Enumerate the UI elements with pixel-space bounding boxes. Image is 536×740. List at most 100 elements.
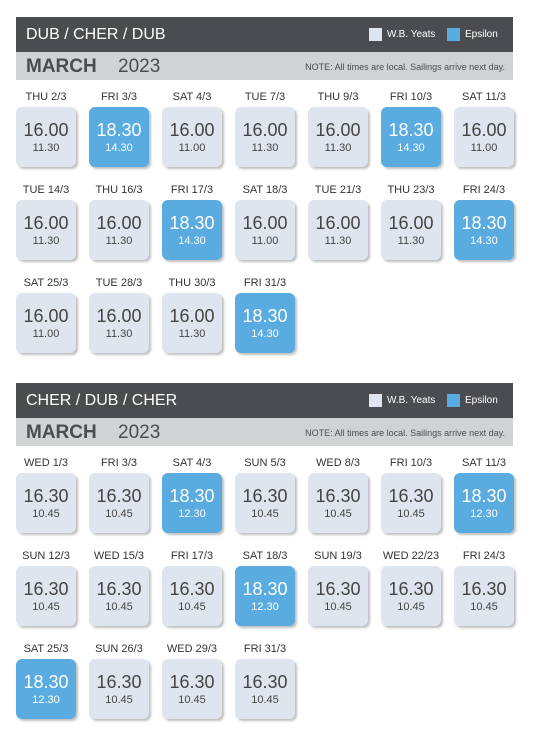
departure-time: 18.30 <box>23 672 69 692</box>
departure-time: 16.30 <box>96 672 142 692</box>
arrival-time: 12.30 <box>32 694 60 706</box>
departure-time: 18.30 <box>388 120 434 140</box>
day-label: THU 9/3 <box>317 91 359 103</box>
arrival-time: 10.45 <box>178 601 206 613</box>
sailing-card: 16.00 11.30 <box>381 200 441 260</box>
sailing-card: 16.30 10.45 <box>89 659 149 719</box>
sailing-card: 18.30 12.30 <box>16 659 76 719</box>
sailing-card: 18.30 12.30 <box>454 473 514 533</box>
arrival-time: 11.30 <box>324 235 352 247</box>
arrival-time: 10.45 <box>32 508 60 520</box>
sailing-card: 16.30 10.45 <box>162 566 222 626</box>
arrival-time: 11.30 <box>105 235 133 247</box>
sailing-card: 18.30 14.30 <box>235 293 295 353</box>
day-label: SAT 4/3 <box>172 457 212 469</box>
sailing-card: 16.00 11.30 <box>308 107 368 167</box>
arrival-time: 14.30 <box>178 235 206 247</box>
sailing-card: 16.30 10.45 <box>16 566 76 626</box>
day-label: SAT 11/3 <box>461 457 507 469</box>
arrival-time: 10.45 <box>32 601 60 613</box>
day-label: TUE 28/3 <box>95 277 143 289</box>
sailing-card: 16.00 11.30 <box>89 200 149 260</box>
arrival-time: 11.00 <box>178 142 206 154</box>
arrival-time: 11.00 <box>470 142 498 154</box>
day-label: SAT 4/3 <box>172 91 212 103</box>
departure-time: 18.30 <box>242 306 288 326</box>
departure-time: 16.30 <box>242 486 288 506</box>
sailing-card: 18.30 14.30 <box>381 107 441 167</box>
departure-time: 16.00 <box>23 306 69 326</box>
legend-swatch <box>447 28 460 41</box>
section-header: DUB / CHER / DUB W.B. Yeats Epsilon <box>16 17 513 52</box>
day-label: FRI 17/3 <box>170 550 214 562</box>
route-title: CHER / DUB / CHER <box>26 392 178 409</box>
legend-swatch <box>369 394 382 407</box>
day-label: FRI 10/3 <box>389 457 433 469</box>
departure-time: 16.00 <box>242 213 288 233</box>
departure-time: 16.00 <box>23 213 69 233</box>
arrival-time: 14.30 <box>105 142 133 154</box>
legend-label: Epsilon <box>465 29 498 40</box>
arrival-time: 10.45 <box>470 601 498 613</box>
departure-time: 16.00 <box>315 120 361 140</box>
arrival-time: 14.30 <box>470 235 498 247</box>
arrival-time: 14.30 <box>251 328 279 340</box>
day-label: THU 23/3 <box>387 184 435 196</box>
arrival-time: 11.30 <box>105 328 133 340</box>
day-label: SAT 18/3 <box>242 184 288 196</box>
sailing-card: 16.30 10.45 <box>381 473 441 533</box>
sailing-card: 16.30 10.45 <box>235 659 295 719</box>
sailing-card: 16.00 11.00 <box>235 200 295 260</box>
departure-time: 16.30 <box>242 672 288 692</box>
route-title: DUB / CHER / DUB <box>26 26 166 43</box>
day-label: FRI 24/3 <box>462 550 506 562</box>
departure-time: 16.30 <box>388 579 434 599</box>
note: NOTE: All times are local. Sailings arri… <box>305 62 505 72</box>
departure-time: 16.30 <box>461 579 507 599</box>
arrival-time: 12.30 <box>251 601 279 613</box>
year: 2023 <box>118 422 161 443</box>
day-label: SAT 18/3 <box>242 550 288 562</box>
legend-label: Epsilon <box>465 395 498 406</box>
arrival-time: 11.00 <box>251 235 279 247</box>
arrival-time: 10.45 <box>397 508 425 520</box>
sailing-card: 16.00 11.30 <box>16 107 76 167</box>
departure-time: 16.00 <box>23 120 69 140</box>
arrival-time: 12.30 <box>178 508 206 520</box>
departure-time: 16.00 <box>169 120 215 140</box>
month-bar: MARCH 2023 NOTE: All times are local. Sail… <box>16 52 513 80</box>
arrival-time: 11.30 <box>32 235 60 247</box>
arrival-time: 10.45 <box>251 508 279 520</box>
section-header: CHER / DUB / CHER W.B. Yeats Epsilon <box>16 383 513 418</box>
arrival-time: 10.45 <box>397 601 425 613</box>
departure-time: 16.30 <box>315 579 361 599</box>
arrival-time: 10.45 <box>251 694 279 706</box>
day-label: SAT 25/3 <box>23 643 69 655</box>
arrival-time: 10.45 <box>324 601 352 613</box>
arrival-time: 10.45 <box>324 508 352 520</box>
sailing-card: 18.30 12.30 <box>162 473 222 533</box>
day-label: THU 16/3 <box>95 184 143 196</box>
arrival-time: 11.00 <box>32 328 60 340</box>
sailing-card: 18.30 14.30 <box>454 200 514 260</box>
sailing-card: 16.00 11.00 <box>16 293 76 353</box>
day-label: FRI 10/3 <box>389 91 433 103</box>
departure-time: 16.30 <box>23 579 69 599</box>
departure-time: 16.30 <box>23 486 69 506</box>
departure-time: 16.30 <box>96 486 142 506</box>
sailing-card: 16.30 10.45 <box>308 473 368 533</box>
arrival-time: 10.45 <box>178 694 206 706</box>
departure-time: 16.30 <box>169 579 215 599</box>
day-label: TUE 21/3 <box>314 184 362 196</box>
day-label: SAT 25/3 <box>23 277 69 289</box>
departure-time: 16.00 <box>96 213 142 233</box>
departure-time: 16.00 <box>169 306 215 326</box>
sailing-card: 16.00 11.30 <box>235 107 295 167</box>
legend-label: W.B. Yeats <box>387 395 436 406</box>
departure-time: 18.30 <box>461 213 507 233</box>
arrival-time: 12.30 <box>470 508 498 520</box>
month: MARCH <box>26 422 97 443</box>
sailing-card: 16.00 11.30 <box>308 200 368 260</box>
departure-time: 16.30 <box>388 486 434 506</box>
